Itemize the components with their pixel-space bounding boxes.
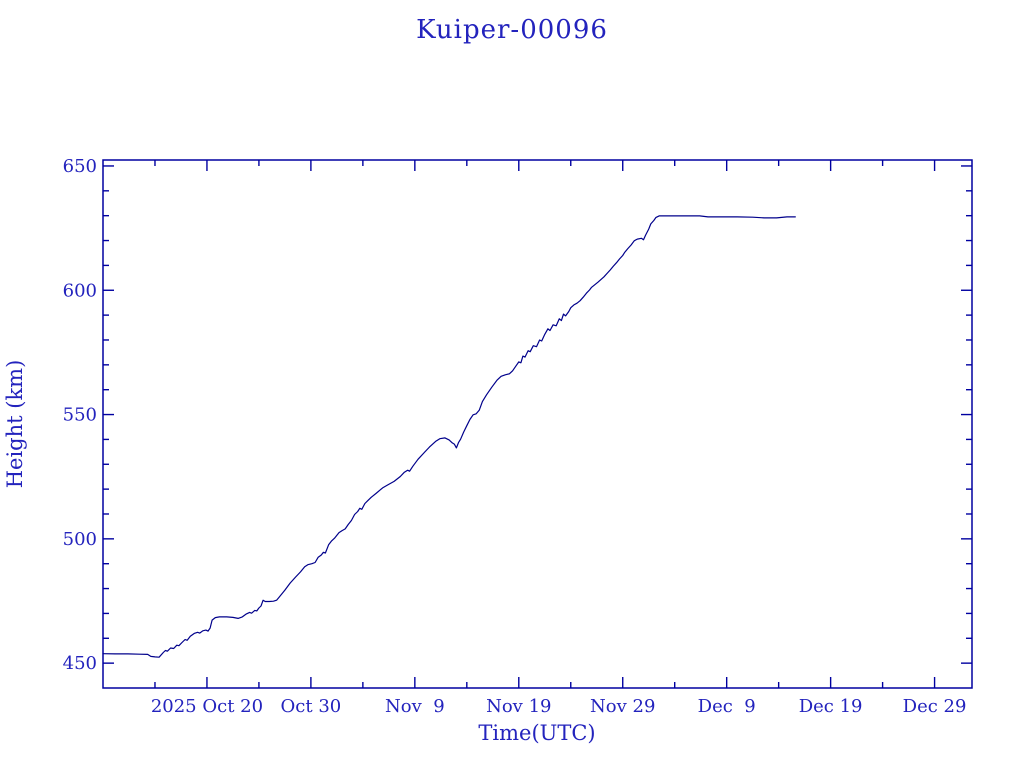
plot-area: 2025 Oct 20 Oct 30 Nov 9 Nov 19 Nov 29 Dec 9 D… <box>63 156 973 717</box>
y-tick-label: 550 <box>63 405 97 426</box>
x-axis-title: Time(UTC) <box>478 721 595 745</box>
y-tick-label: 650 <box>63 156 97 177</box>
x-tick-label: Dec 29 <box>903 696 967 717</box>
plot-frame <box>102 159 973 689</box>
x-tick-label: Nov 29 <box>590 696 655 717</box>
y-tick-label: 500 <box>63 529 97 550</box>
x-tick-label: Oct 30 <box>281 696 342 717</box>
y-axis-title: Height (km) <box>3 360 27 489</box>
x-tick-label: Nov 19 <box>486 696 551 717</box>
y-tick-label: 450 <box>63 653 97 674</box>
height-series-line <box>102 215 796 658</box>
y-tick-label: 600 <box>63 280 97 301</box>
x-tick-label: 2025 Oct 20 <box>151 696 263 717</box>
chart-title: Kuiper-00096 <box>416 15 608 45</box>
x-tick-label: Nov 9 <box>385 696 445 717</box>
x-tick-label: Dec 9 <box>698 696 756 717</box>
x-tick-label: Dec 19 <box>799 696 863 717</box>
